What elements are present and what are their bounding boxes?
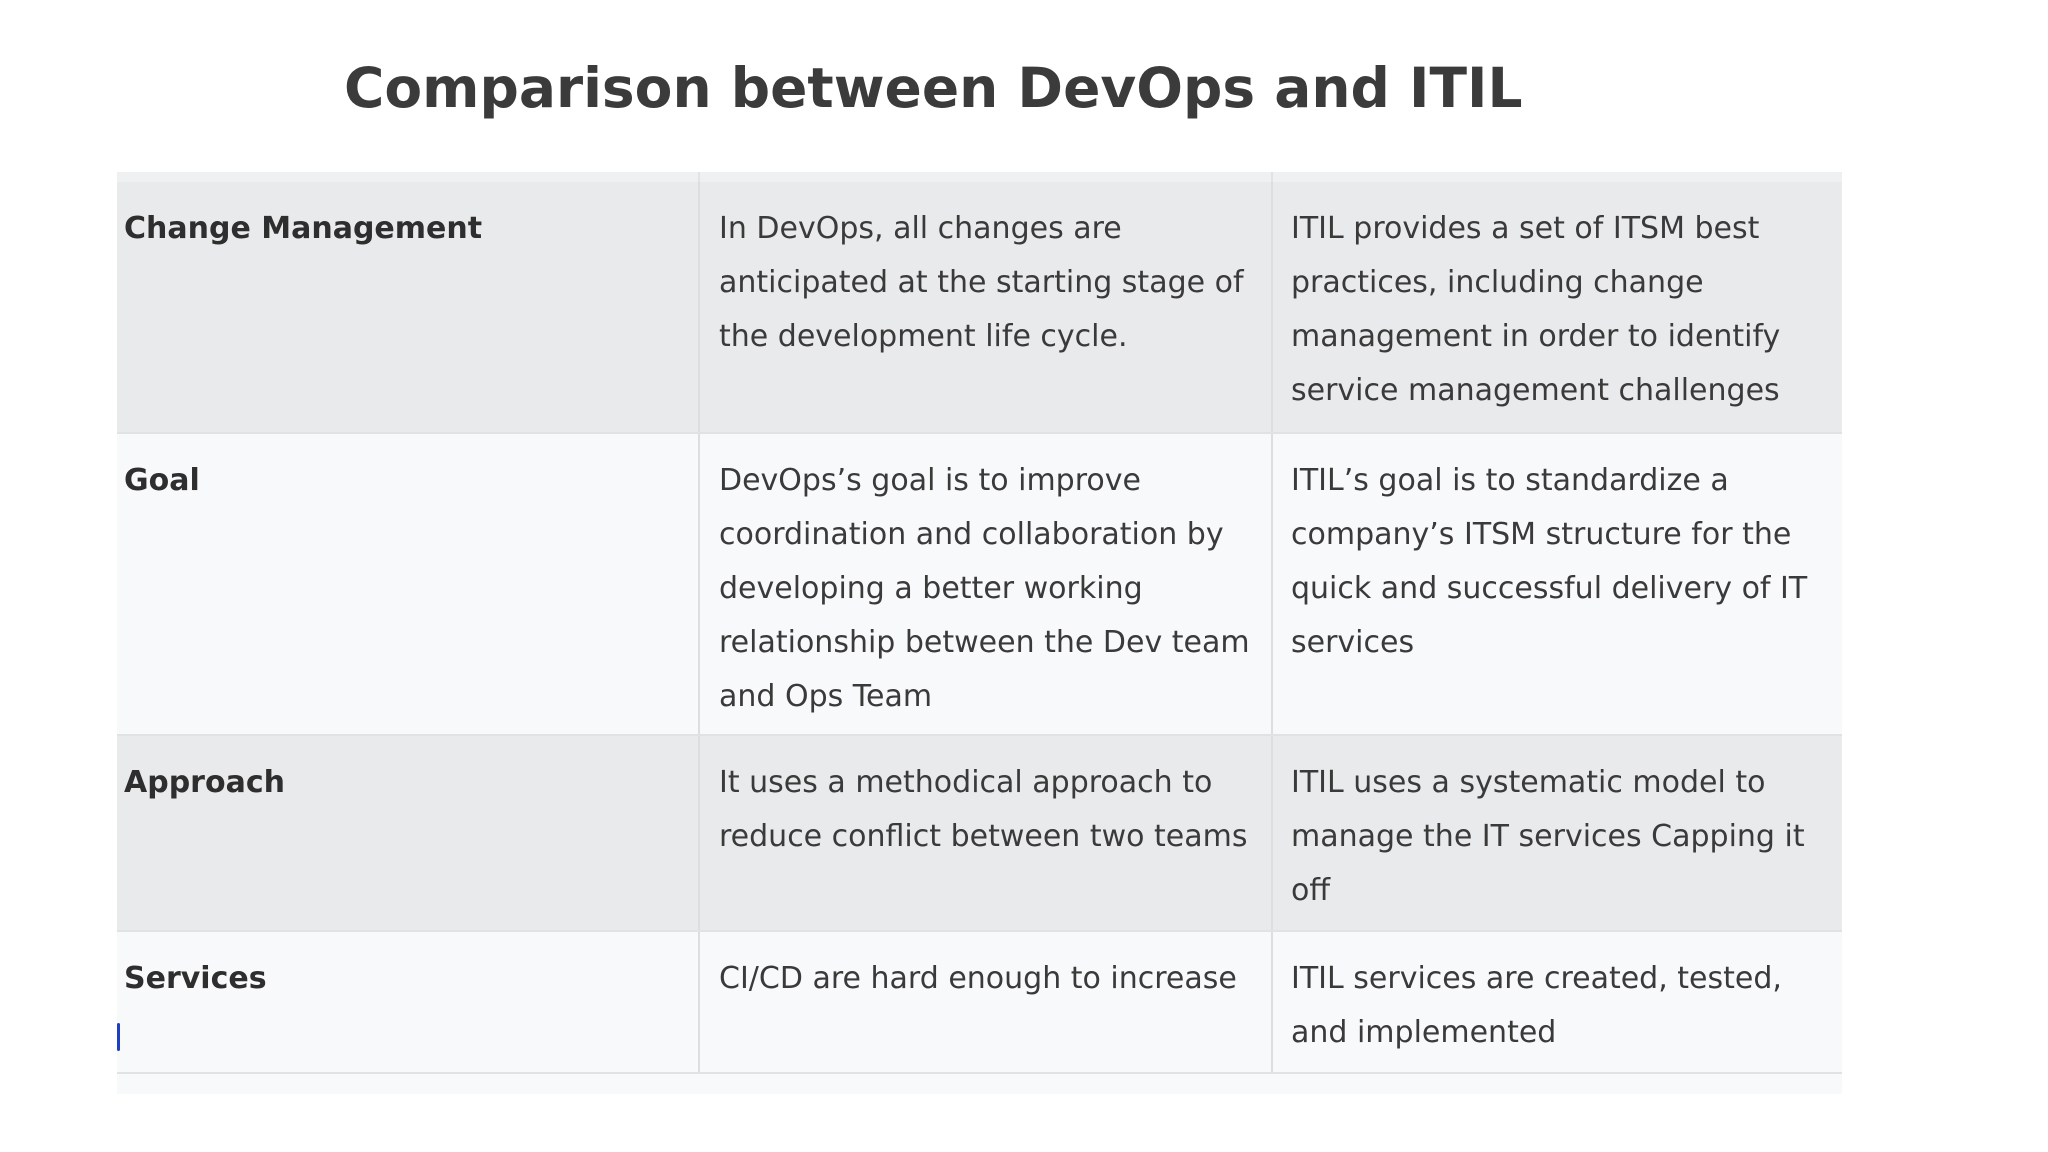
- itil-cell: ITIL’s goal is to standardize a company’…: [1271, 434, 1842, 734]
- row-label: Approach: [124, 765, 285, 800]
- column-divider: [698, 172, 700, 182]
- row-label: Goal: [124, 463, 200, 498]
- itil-cell: ITIL provides a set of ITSM best practic…: [1271, 182, 1842, 432]
- table-row-approach: Approach It uses a methodical approach t…: [117, 736, 1842, 932]
- devops-cell: DevOps’s goal is to improve coordination…: [698, 434, 1271, 734]
- table-top-strip: [117, 172, 1842, 182]
- column-divider: [1271, 172, 1273, 182]
- page-title: Comparison between DevOps and ITIL: [344, 56, 1523, 120]
- table-row-change-management: Change Management In DevOps, all changes…: [117, 182, 1842, 434]
- devops-cell: CI/CD are hard enough to increase: [698, 932, 1271, 1072]
- row-label: Services: [124, 961, 267, 996]
- devops-cell: In DevOps, all changes are anticipated a…: [698, 182, 1271, 432]
- cursor-mark: [117, 1023, 120, 1051]
- row-label: Change Management: [124, 211, 483, 246]
- comparison-table: Change Management In DevOps, all changes…: [117, 172, 1842, 1094]
- devops-cell: It uses a methodical approach to reduce …: [698, 736, 1271, 930]
- table-row-goal: Goal DevOps’s goal is to improve coordin…: [117, 434, 1842, 736]
- itil-cell: ITIL services are created, tested, and i…: [1271, 932, 1842, 1072]
- table-row-services: Services CI/CD are hard enough to increa…: [117, 932, 1842, 1074]
- itil-cell: ITIL uses a systematic model to manage t…: [1271, 736, 1842, 930]
